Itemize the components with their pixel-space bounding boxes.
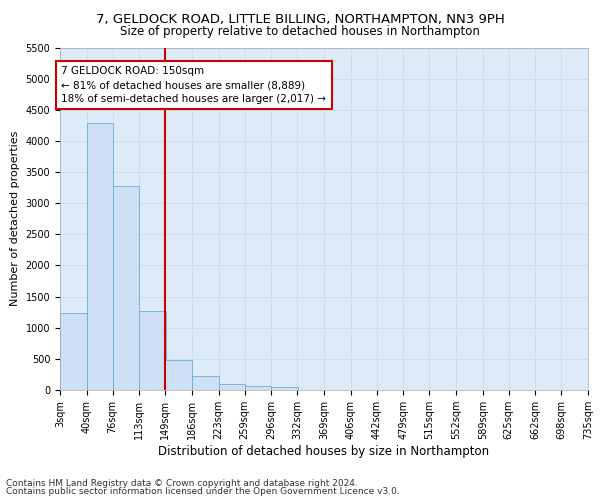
X-axis label: Distribution of detached houses by size in Northampton: Distribution of detached houses by size …	[158, 445, 490, 458]
Text: Contains public sector information licensed under the Open Government Licence v3: Contains public sector information licen…	[6, 487, 400, 496]
Bar	[86, 124, 113, 390]
Text: 7 GELDOCK ROAD: 150sqm
← 81% of detached houses are smaller (8,889)
18% of semi-: 7 GELDOCK ROAD: 150sqm ← 81% of detached…	[61, 66, 326, 104]
Bar	[139, 311, 166, 390]
Text: Size of property relative to detached houses in Northampton: Size of property relative to detached ho…	[120, 25, 480, 38]
Y-axis label: Number of detached properties: Number of detached properties	[10, 131, 20, 306]
Bar	[192, 376, 218, 390]
Text: 7, GELDOCK ROAD, LITTLE BILLING, NORTHAMPTON, NN3 9PH: 7, GELDOCK ROAD, LITTLE BILLING, NORTHAM…	[95, 12, 505, 26]
Text: Contains HM Land Registry data © Crown copyright and database right 2024.: Contains HM Land Registry data © Crown c…	[6, 478, 358, 488]
Bar	[113, 186, 139, 390]
Bar	[60, 314, 86, 390]
Bar	[271, 387, 298, 390]
Bar	[218, 384, 245, 390]
Bar	[166, 360, 192, 390]
Bar	[245, 386, 271, 390]
